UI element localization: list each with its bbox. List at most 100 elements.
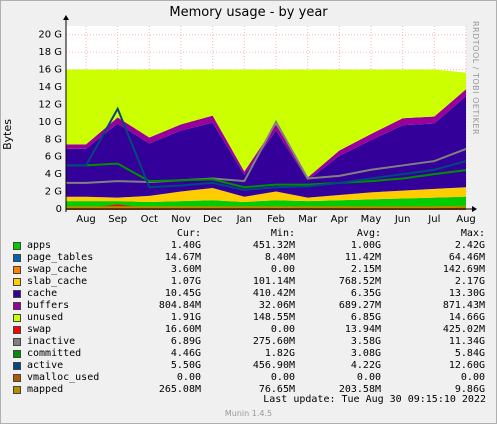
x-tick-label: Dec: [203, 214, 222, 225]
y-tick-label: 20 G: [38, 30, 62, 41]
y-tick-label: 12 G: [38, 99, 62, 110]
legend-name: swap: [27, 324, 52, 335]
legend-swatch: [13, 350, 21, 358]
legend-max: 12.60G: [448, 360, 485, 371]
legend-min: 275.60M: [252, 336, 295, 347]
legend-swatch: [13, 314, 21, 322]
legend-avg: 4.22G: [350, 360, 381, 371]
header-cur: Cur:: [176, 228, 201, 239]
line-inactive: [66, 119, 467, 184]
legend-cur: 1.07G: [170, 276, 201, 287]
legend-row-active: active 5.50G 456.90M 4.22G 12.60G: [1, 360, 496, 372]
x-tick-label: May: [361, 214, 382, 225]
legend-min: 32.06M: [258, 300, 295, 311]
legend-avg: 11.42M: [344, 252, 381, 263]
y-tick-label: 18 G: [38, 47, 62, 58]
legend-avg: 13.94M: [344, 324, 381, 335]
legend-min: 0.00: [270, 324, 295, 335]
y-tick-label: 4 G: [45, 169, 62, 180]
legend-cur: 265.08M: [158, 384, 201, 395]
stacked-areas: [66, 69, 466, 209]
legend-row-unused: unused 1.91G 148.55M 6.85G 14.66G: [1, 312, 496, 324]
legend-row-cache: cache 10.45G 410.42M 6.35G 13.30G: [1, 288, 496, 300]
legend-cur: 6.89G: [170, 336, 201, 347]
area-cache: [66, 96, 466, 198]
legend-min: 148.55M: [252, 312, 295, 323]
legend-row-page-tables: page_tables 14.67M 8.40M 11.42M 64.46M: [1, 252, 496, 264]
area-unused: [66, 69, 466, 178]
legend-min: 451.32M: [252, 240, 295, 251]
rrdtool-credit: RRDTOOL / TOBI OETIKER: [471, 21, 480, 136]
legend-avg: 689.27M: [338, 300, 381, 311]
y-axis-arrow: [63, 15, 69, 20]
legend-swatch: [13, 242, 21, 250]
legend-max: 0.00: [460, 372, 485, 383]
legend-max: 425.02M: [442, 324, 485, 335]
legend-swatch: [13, 302, 21, 310]
x-tick-label: Jan: [236, 214, 252, 225]
legend-avg: 6.35G: [350, 288, 381, 299]
legend-min: 456.90M: [252, 360, 295, 371]
legend-swatch: [13, 362, 21, 370]
legend-swatch: [13, 338, 21, 346]
legend-cur: 14.67M: [164, 252, 201, 263]
legend-name: inactive: [27, 336, 76, 347]
legend-cur: 5.50G: [170, 360, 201, 371]
legend-row-swap-cache: swap_cache 3.60M 0.00 2.15M 142.69M: [1, 264, 496, 276]
chart-title: Memory usage - by year: [169, 5, 328, 20]
y-tick-label: 6 G: [45, 152, 62, 163]
legend-row-slab-cache: slab_cache 1.07G 101.14M 768.52M 2.17G: [1, 276, 496, 288]
legend-min: 101.14M: [252, 276, 295, 287]
legend-name: swap_cache: [27, 264, 88, 275]
legend-row-vmalloc-used: vmalloc_used 0.00 0.00 0.00 0.00: [1, 372, 496, 384]
x-tick-label: Sep: [108, 214, 127, 225]
legend-avg: 2.15M: [350, 264, 381, 275]
header-min: Min:: [270, 228, 295, 239]
x-tick-label: Oct: [141, 214, 158, 225]
y-tick-label: 0: [56, 204, 62, 215]
legend-min: 0.00: [270, 372, 295, 383]
legend-max: 64.46M: [448, 252, 485, 263]
y-tick-label: 10 G: [38, 117, 62, 128]
line-active: [66, 106, 467, 191]
legend-name: cache: [27, 288, 58, 299]
x-tick-label: Jun: [394, 214, 411, 225]
line-committed: [66, 162, 467, 189]
header-max: Max:: [460, 228, 485, 239]
legend-name: apps: [27, 240, 52, 251]
legend-name: slab_cache: [27, 276, 88, 287]
legend-swatch: [13, 290, 21, 298]
legend-row-inactive: inactive 6.89G 275.60M 3.58G 11.34G: [1, 336, 496, 348]
legend-name: unused: [27, 312, 64, 323]
legend-max: 14.66G: [448, 312, 485, 323]
legend-row-apps: apps 1.40G 451.32M 1.00G 2.42G: [1, 240, 496, 252]
legend-cur: 804.84M: [158, 300, 201, 311]
y-tick-label: 16 G: [38, 65, 62, 76]
x-tick-label: Jul: [427, 214, 440, 225]
x-tick-label: Mar: [298, 214, 318, 225]
area-apps: [66, 196, 466, 209]
legend-avg: 768.52M: [338, 276, 381, 287]
legend-name: vmalloc_used: [27, 372, 100, 383]
legend-name: active: [27, 360, 64, 371]
x-axis-arrow: [472, 206, 477, 212]
memory-chart: 0 2 G 4 G 6 G 8 G 10 G 12 G 14 G 16 G 18 G 20 G Aug…: [38, 15, 477, 225]
legend-min: 410.42M: [252, 288, 295, 299]
legend-avg: 0.00: [356, 372, 381, 383]
legend-max: 13.30G: [448, 288, 485, 299]
y-tick-label: 14 G: [38, 82, 62, 93]
legend-max: 871.43M: [442, 300, 485, 311]
legend-row-mapped: mapped 265.08M 76.65M 203.58M 9.86G: [1, 384, 496, 396]
munin-version: Munin 1.4.5: [224, 409, 273, 418]
x-tick-label: Aug: [76, 214, 96, 225]
legend-max: 2.42G: [454, 240, 485, 251]
legend-max: 5.84G: [454, 348, 485, 359]
header-avg: Avg:: [356, 228, 381, 239]
legend-swatch: [13, 374, 21, 382]
legend-swatch: [13, 266, 21, 274]
legend-row-buffers: buffers 804.84M 32.06M 689.27M 871.43M: [1, 300, 496, 312]
x-tick-label: Nov: [171, 214, 191, 225]
x-tick-label: Aug: [456, 214, 476, 225]
y-tick-label: 2 G: [45, 187, 62, 198]
legend-max: 2.17G: [454, 276, 485, 287]
